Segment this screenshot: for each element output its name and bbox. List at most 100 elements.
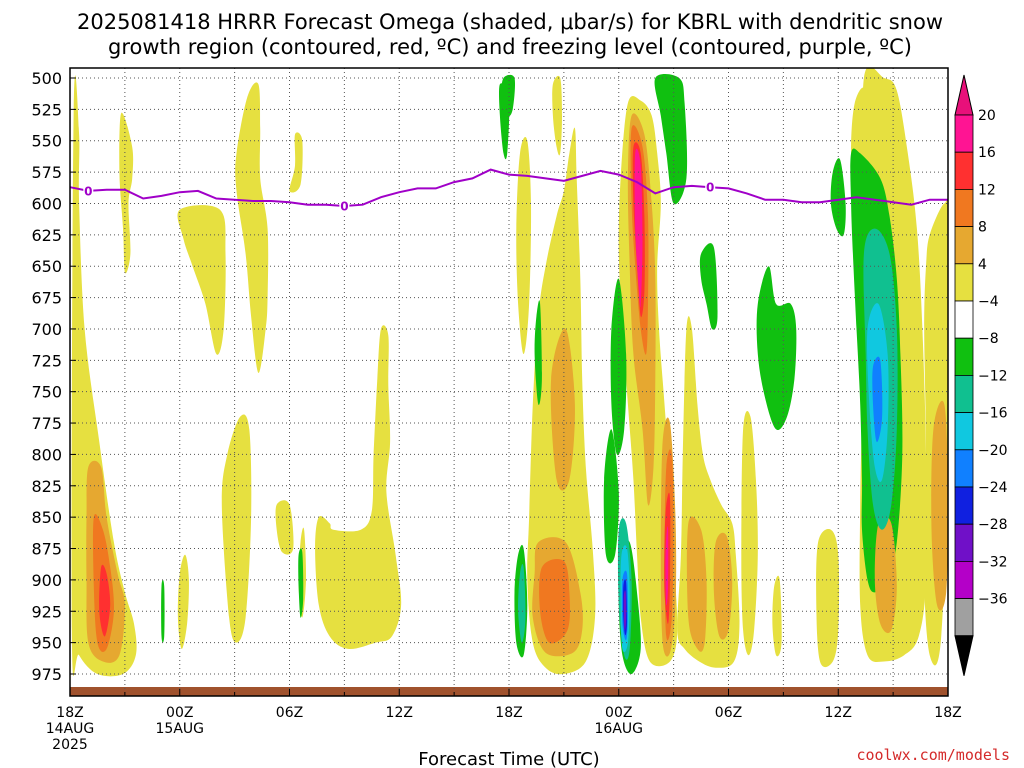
x-tick-label: 06Z [715, 705, 742, 721]
omega-area-pos4 [516, 136, 532, 354]
y-axis-ticks: 500 525 550 575 600 625 650 675 700 725 750 775 800 8… [31, 69, 76, 684]
x-tick-label: 15AUG [156, 721, 205, 737]
y-tick-label: 625 [31, 226, 62, 245]
colorbar: 20 16 12 8 4 −4 −8 −12 −16 −20 −24 −28 −32 −36 [954, 74, 1008, 676]
colorbar-bin [954, 523, 974, 562]
freezing-label-bg [83, 183, 94, 198]
y-tick-label: 750 [31, 383, 62, 402]
omega-area-pos16 [99, 564, 111, 637]
freezing-level-contour: 0 0 0 [69, 168, 948, 213]
omega-area-pos20 [665, 526, 669, 606]
omega-area-pos20 [634, 148, 643, 308]
colorbar-label: 12 [978, 182, 996, 198]
omega-area-pos4 [315, 325, 402, 650]
omega-area-pos4 [741, 410, 758, 656]
colorbar-bin [954, 449, 974, 488]
omega-area-neg4 [603, 429, 619, 564]
colorbar-bin [954, 374, 974, 413]
colorbar-label: −24 [978, 480, 1008, 496]
omega-area-neg4 [830, 158, 846, 237]
omega-area-pos4 [275, 500, 294, 555]
omega-area-pos4 [289, 132, 303, 193]
x-tick-label: 12Z [825, 705, 852, 721]
omega-area-pos8 [713, 532, 733, 640]
colorbar-label: −16 [978, 406, 1008, 422]
omega-area-pos8 [686, 516, 707, 652]
colorbar-label: −28 [978, 517, 1008, 533]
y-tick-label: 725 [31, 351, 62, 370]
omega-area-pos8 [931, 400, 948, 611]
colorbar-bin [954, 114, 974, 153]
y-tick-label: 900 [31, 571, 62, 590]
omega-area-pos4 [177, 554, 189, 649]
colorbar-label: −4 [978, 294, 999, 310]
credit-text: coolwx.com/models [856, 746, 1010, 764]
colorbar-top-arrow [954, 74, 974, 116]
x-tick-label: 00Z [605, 705, 632, 721]
colorbar-bin [954, 226, 974, 265]
colorbar-label: 4 [978, 257, 987, 273]
colorbar-bin [954, 337, 974, 376]
colorbar-label: 8 [978, 220, 987, 236]
x-tick-label: 18Z [56, 705, 83, 721]
y-tick-label: 550 [31, 132, 62, 151]
x-tick-label: 00Z [166, 705, 193, 721]
freezing-level-label: 0 [340, 199, 348, 213]
colorbar-bin [954, 412, 974, 451]
x-tick-label: 12Z [386, 705, 413, 721]
omega-area-pos4 [221, 414, 252, 643]
y-tick-label: 825 [31, 477, 62, 496]
omega-area-pos8 [874, 515, 897, 634]
colorbar-label: 16 [978, 145, 996, 161]
colorbar-bin [954, 598, 974, 637]
chart-title-line-2: growth region (contoured, red, ºC) and f… [108, 35, 912, 59]
freezing-level-label: 0 [84, 184, 92, 198]
colorbar-bin [954, 300, 974, 339]
y-tick-label: 850 [31, 508, 62, 527]
x-tick-label: 16AUG [595, 721, 644, 737]
omega-area-pos8 [550, 328, 575, 491]
colorbar-bin [954, 188, 974, 227]
omega-area-pos4 [177, 205, 226, 355]
x-tick-label: 2025 [52, 737, 88, 753]
colorbar-label: −12 [978, 368, 1008, 384]
y-tick-label: 650 [31, 257, 62, 276]
y-tick-label: 525 [31, 100, 62, 119]
omega-area-pos4 [552, 75, 562, 156]
omega-area-pos4 [772, 575, 782, 657]
omega-area-neg4 [756, 266, 797, 431]
omega-area-neg16 [872, 356, 883, 443]
freezing-label-bg [705, 180, 716, 195]
x-tick-label: 14AUG [46, 721, 95, 737]
y-tick-label: 700 [31, 320, 62, 339]
colorbar-label: −36 [978, 592, 1008, 608]
x-axis-title: Forecast Time (UTC) [418, 749, 599, 768]
freezing-level-line [69, 168, 948, 208]
y-tick-label: 925 [31, 602, 62, 621]
colorbar-bin [954, 561, 974, 600]
omega-area-neg4 [298, 548, 304, 618]
x-tick-label: 06Z [276, 705, 303, 721]
colorbar-label: 20 [978, 108, 996, 124]
y-tick-label: 600 [31, 194, 62, 213]
omega-area-pos4 [816, 528, 840, 668]
colorbar-label: −8 [978, 331, 999, 347]
chart-title-line-1: 2025081418 HRRR Forecast Omega (shaded, … [77, 10, 943, 34]
colorbar-bin [954, 151, 974, 190]
y-tick-label: 500 [31, 69, 62, 88]
colorbar-label: −32 [978, 554, 1008, 570]
omega-area-pos4 [235, 82, 269, 373]
y-tick-label: 775 [31, 414, 62, 433]
x-tick-label: 18Z [495, 705, 522, 721]
freezing-level-label: 0 [706, 181, 714, 195]
colorbar-bin [954, 263, 974, 302]
colorbar-bottom-arrow [954, 635, 974, 676]
y-tick-label: 575 [31, 163, 62, 182]
omega-area-pos4 [119, 112, 134, 274]
colorbar-label: −20 [978, 443, 1008, 459]
omega-area-pos12 [539, 558, 570, 644]
omega-area-neg4 [534, 300, 542, 406]
y-tick-label: 950 [31, 634, 62, 653]
